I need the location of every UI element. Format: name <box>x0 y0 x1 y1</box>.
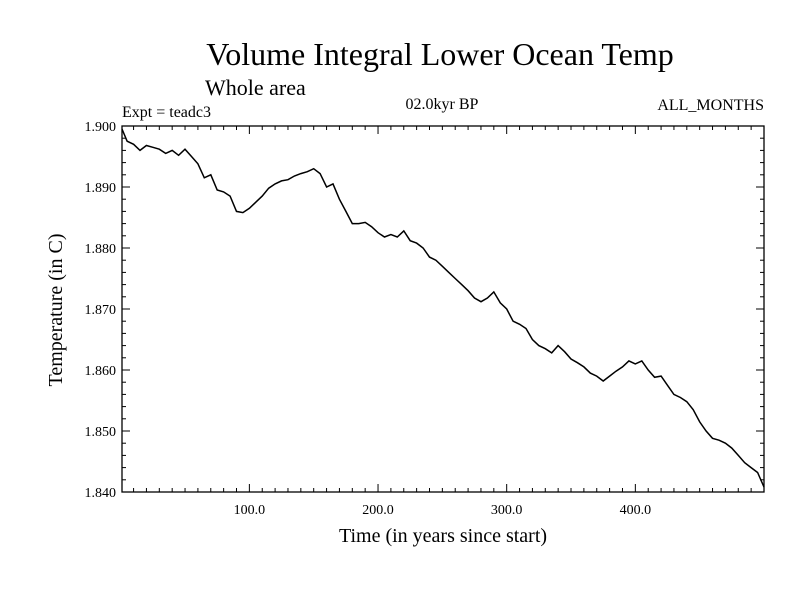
x-tick-label: 100.0 <box>234 503 266 518</box>
plot-frame <box>121 125 765 493</box>
x-tick-label: 300.0 <box>491 503 523 518</box>
x-axis-label: Time (in years since start) <box>339 525 547 547</box>
y-tick-label: 1.890 <box>85 181 117 196</box>
months-label: ALL_MONTHS <box>657 97 764 114</box>
y-tick-label: 1.850 <box>85 425 117 440</box>
x-tick-label: 400.0 <box>620 503 652 518</box>
tick-labels: 100.0 200.0 300.0 400.0 1.840 1.850 1.860 1.870… <box>85 120 652 518</box>
period-label: 02.0kyr BP <box>406 96 479 113</box>
y-axis-label: Temperature (in C) <box>45 234 67 387</box>
y-tick-label: 1.860 <box>85 364 117 379</box>
axis-ticks <box>122 125 764 493</box>
x-tick-label: 200.0 <box>362 503 394 518</box>
y-tick-label: 1.880 <box>85 242 117 257</box>
temperature-series-line <box>121 128 765 488</box>
chart-subtitle: Whole area <box>205 75 306 100</box>
experiment-label: Expt = teadc3 <box>122 104 211 121</box>
y-tick-label: 1.870 <box>85 303 117 318</box>
chart-title: Volume Integral Lower Ocean Temp <box>206 36 674 72</box>
y-tick-label: 1.840 <box>85 486 117 501</box>
y-tick-label: 1.900 <box>85 120 117 135</box>
